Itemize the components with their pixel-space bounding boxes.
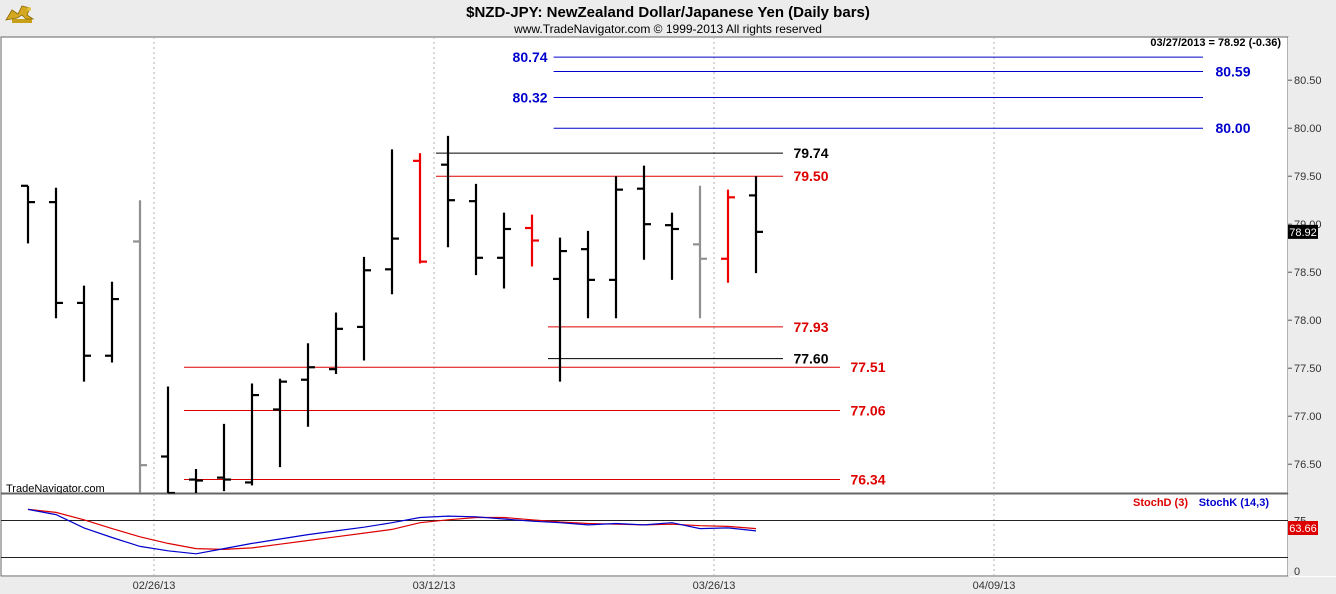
level-label-80.74: 80.74: [513, 49, 548, 65]
chart-title: $NZD-JPY: NewZealand Dollar/Japanese Yen…: [466, 4, 870, 21]
ohlc-bar: [357, 256, 371, 361]
ohlc-bar: [329, 312, 343, 374]
ohlc-bar: [497, 212, 511, 289]
y-tick-label: 77.50: [1294, 363, 1322, 375]
level-label-77.06: 77.06: [850, 402, 885, 418]
x-tick-label: 03/12/13: [413, 580, 456, 592]
ohlc-bar: [749, 176, 763, 274]
ohlc-bar: [301, 343, 315, 427]
watermark: TradeNavigator.com: [6, 483, 105, 495]
ohlc-bar: [553, 237, 567, 382]
stoch-badge-text: 63.66: [1289, 523, 1317, 535]
ohlc-bar: [469, 183, 483, 276]
copyright-notice: www.TradeNavigator.com © 1999-2013 All r…: [513, 22, 822, 36]
ohlc-bar: [413, 153, 427, 264]
ohlc-bar: [133, 200, 147, 493]
stoch-badge: 63.66: [1288, 521, 1318, 535]
header-band: [0, 0, 1336, 37]
ohlc-bar: [21, 184, 35, 244]
level-label-77.93: 77.93: [793, 319, 828, 335]
ohlc-bar: [217, 423, 231, 492]
y-tick-label: 77.00: [1294, 411, 1322, 423]
ohlc-bars: [21, 135, 763, 495]
price-panel: 80.74 80.59 80.32 80.00 79.74 79.50 77.93 77.60…: [0, 36, 1289, 495]
last-value-badge: 78.92: [1288, 224, 1318, 239]
last-value-label: 03/27/2013 = 78.92 (-0.36): [1150, 37, 1281, 49]
ohlc-bar: [77, 285, 91, 382]
ohlc-bar: [245, 383, 259, 486]
ohlc-bar: [49, 187, 63, 319]
stoch-vertical-gridlines: [153, 494, 995, 576]
stochastics-panel: StochD (3) StochK (14,3) 75 0 63.66: [0, 493, 1336, 578]
price-levels: 80.74 80.59 80.32 80.00 79.74 79.50 77.93 77.60…: [184, 49, 1251, 488]
vertical-gridlines: [153, 37, 995, 493]
y-tick-label: 80.50: [1294, 75, 1322, 87]
x-tick-label: 03/26/13: [693, 580, 736, 592]
ohlc-bar: [665, 212, 679, 280]
ohlc-bar: [385, 149, 399, 295]
ohlc-bar: [105, 281, 119, 363]
ohlc-bar: [721, 189, 735, 283]
ohlc-bar: [525, 214, 539, 267]
stoch-k-legend: StochK (14,3): [1199, 497, 1270, 509]
last-value-badge-text: 78.92: [1289, 227, 1317, 239]
price-axis: 76.5077.0077.5078.0078.5079.0079.5080.00…: [1288, 37, 1336, 494]
ohlc-bar: [581, 230, 595, 319]
y-tick-label: 78.00: [1294, 315, 1322, 327]
ohlc-bar: [693, 185, 707, 319]
stoch-k-line: [27, 508, 757, 555]
level-label-80.32: 80.32: [513, 89, 548, 105]
ohlc-bar: [161, 386, 175, 495]
level-label-79.74: 79.74: [793, 145, 828, 161]
x-tick-label: 02/26/13: [133, 580, 176, 592]
bull-logo-icon: [5, 5, 35, 23]
level-label-80.00: 80.00: [1215, 120, 1250, 136]
level-label-79.50: 79.50: [793, 168, 828, 184]
ohlc-bar: [441, 135, 455, 248]
level-label-80.59: 80.59: [1215, 64, 1250, 80]
x-tick-label: 04/09/13: [973, 580, 1016, 592]
ohlc-bar: [273, 378, 287, 468]
y-tick-label: 80.00: [1294, 123, 1322, 135]
y-tick-label: 78.50: [1294, 267, 1322, 279]
y-tick-label: 76.50: [1294, 459, 1322, 471]
stoch-d-legend: StochD (3): [1133, 497, 1188, 509]
level-label-77.60: 77.60: [793, 351, 828, 367]
level-label-77.51: 77.51: [850, 359, 885, 375]
ohlc-bar: [609, 176, 623, 319]
stoch-tick-0: 0: [1294, 566, 1300, 578]
date-axis: 02/26/13 03/12/13 03/26/13 04/09/13: [0, 577, 1336, 594]
ohlc-bar: [637, 165, 651, 260]
level-label-76.34: 76.34: [850, 472, 885, 488]
y-tick-label: 79.50: [1294, 171, 1322, 183]
ohlc-bar: [189, 469, 203, 493]
